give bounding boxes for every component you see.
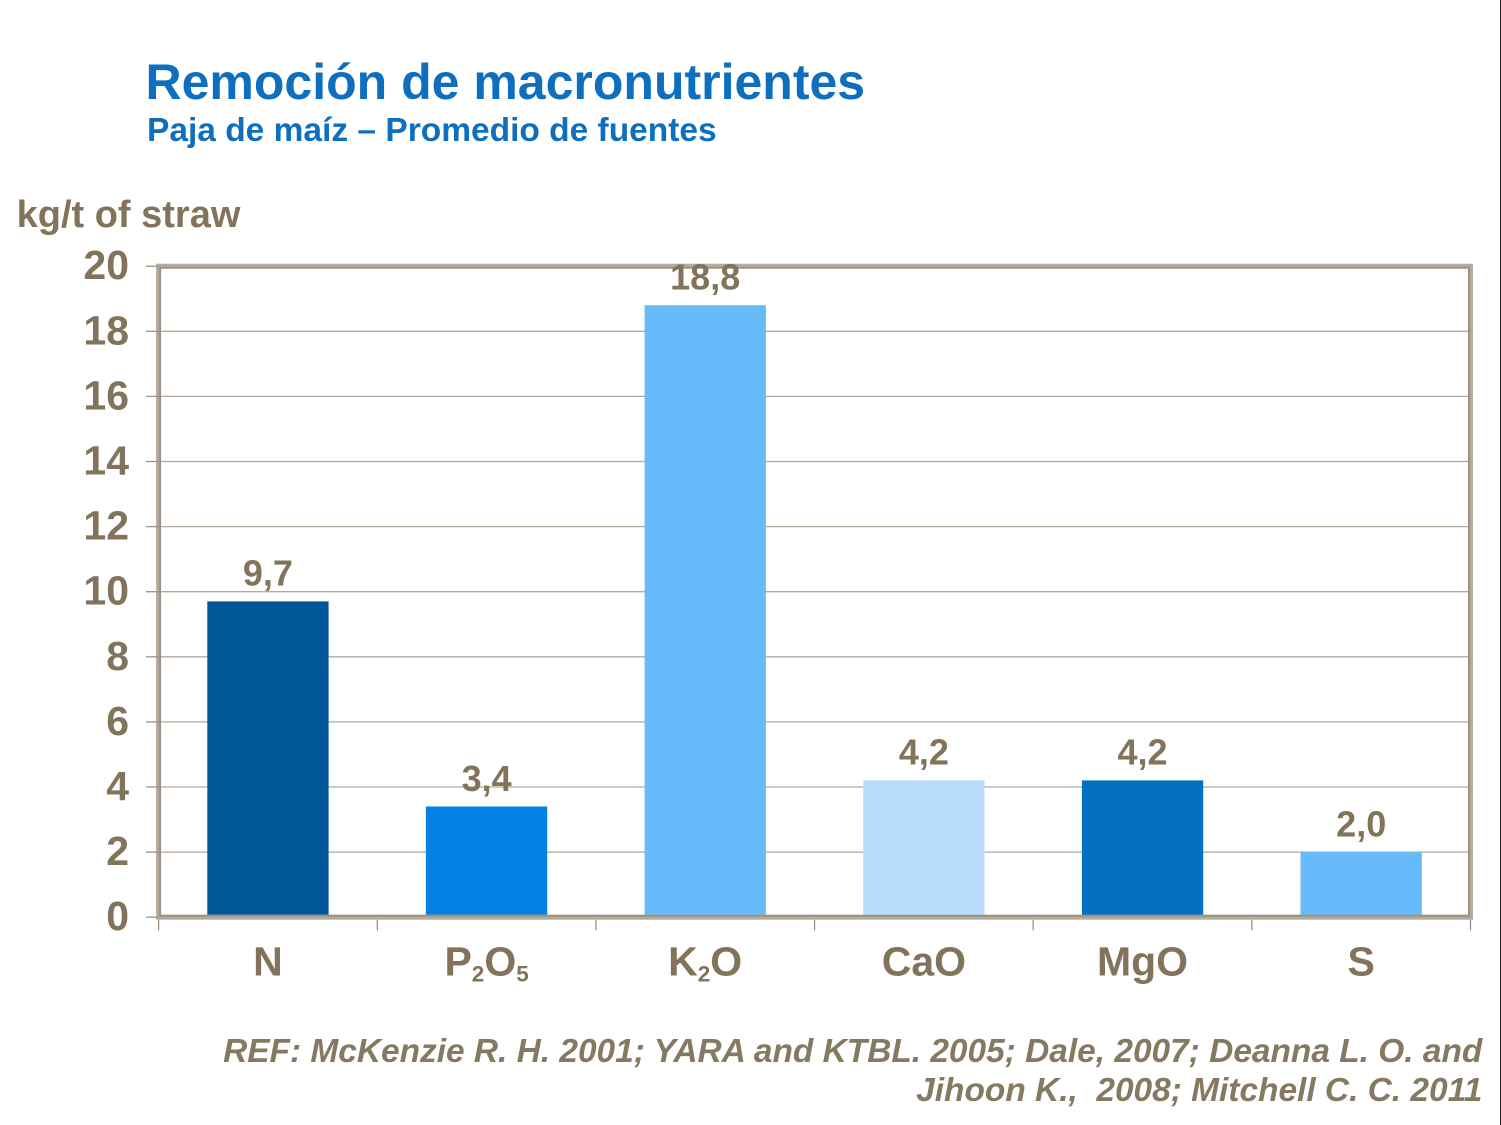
svg-text:10: 10 <box>83 568 129 614</box>
svg-text:4,2: 4,2 <box>899 732 949 773</box>
svg-text:3,4: 3,4 <box>462 758 512 799</box>
svg-text:16: 16 <box>83 372 129 418</box>
svg-text:S: S <box>1348 939 1375 985</box>
svg-text:6: 6 <box>106 698 129 744</box>
svg-text:20: 20 <box>83 242 129 288</box>
svg-text:4,2: 4,2 <box>1117 732 1167 773</box>
svg-text:K2O: K2O <box>668 939 742 987</box>
svg-text:MgO: MgO <box>1097 939 1188 985</box>
svg-text:P2O5: P2O5 <box>444 939 528 987</box>
svg-text:18,8: 18,8 <box>670 257 740 298</box>
svg-text:18: 18 <box>83 307 129 353</box>
svg-text:14: 14 <box>83 438 129 484</box>
svg-text:2,0: 2,0 <box>1336 803 1386 844</box>
svg-text:12: 12 <box>83 503 129 549</box>
svg-text:4: 4 <box>106 763 129 809</box>
svg-text:8: 8 <box>106 633 129 679</box>
svg-text:0: 0 <box>106 893 129 939</box>
svg-text:2: 2 <box>106 828 129 874</box>
svg-text:CaO: CaO <box>882 939 966 985</box>
svg-text:9,7: 9,7 <box>243 553 293 594</box>
svg-text:N: N <box>253 939 283 985</box>
